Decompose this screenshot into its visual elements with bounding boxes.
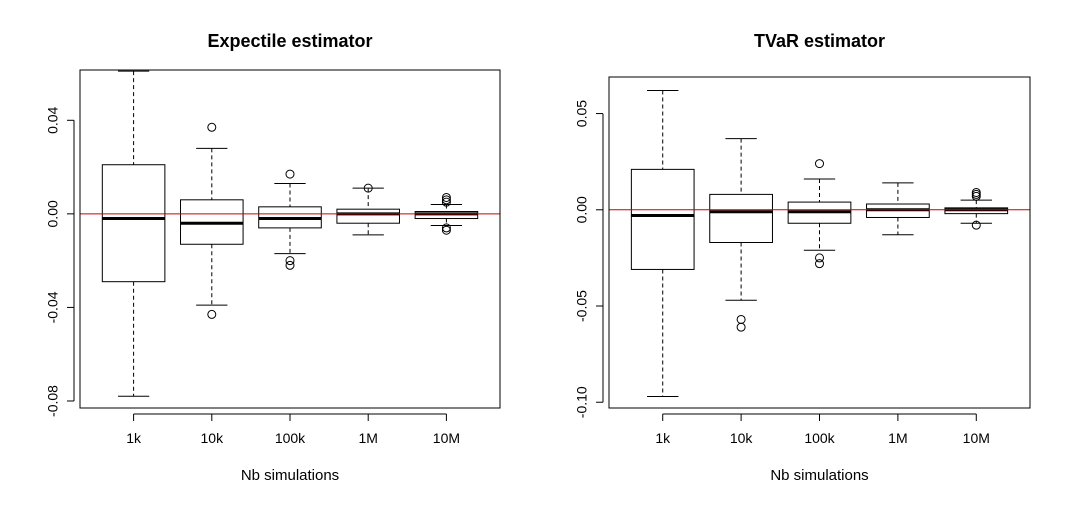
expectile-y-tick-label: 0.00 [45, 200, 61, 227]
expectile-x-tick-label: 100k [275, 430, 306, 446]
expectile-box-10k [180, 122, 244, 319]
tvar-y-tick-label: -0.05 [574, 290, 590, 322]
tvar-y-tick-label: -0.10 [574, 386, 590, 418]
outlier-point [207, 122, 217, 132]
outlier-point [441, 197, 451, 207]
tvar-box-1k [630, 89, 695, 397]
iqr-box [630, 168, 695, 270]
outlier-point [441, 223, 451, 233]
expectile-y-tick-label: 0.04 [45, 106, 61, 133]
tvar-y-tick-label: 0.05 [574, 100, 590, 127]
outlier-point [971, 187, 981, 197]
outlier-point [285, 169, 295, 179]
outlier-point [363, 183, 373, 193]
outlier-point [815, 259, 824, 269]
expectile-y-tick-label: -0.04 [45, 291, 61, 323]
tvar-x-tick-label: 10k [730, 430, 754, 446]
outlier-point [815, 253, 824, 263]
expectile-x-tick-label: 10k [201, 430, 225, 446]
iqr-box [101, 164, 166, 283]
expectile-box-1M [336, 183, 400, 236]
expectile-plot-frame [79, 69, 501, 409]
outlier-point [441, 225, 451, 235]
expectile-chart-title: Expectile estimator [207, 31, 372, 51]
tvar-box-10M [944, 187, 1009, 230]
iqr-box [709, 193, 773, 244]
expectile-box-1k [101, 70, 166, 397]
tvar-x-tick-label: 10M [963, 430, 990, 446]
expectile-x-tick-label: 10M [433, 430, 460, 446]
tvar-y-tick-label: 0.00 [574, 196, 590, 223]
tvar-box-10k [709, 138, 773, 332]
tvar-panel: TVaR estimator -0.10 -0.05 0.00 0.05 1k 10k 100… [574, 31, 1031, 484]
outlier-point [971, 189, 981, 199]
outlier-point [815, 159, 824, 169]
tvar-x-axis-label: Nb simulations [770, 467, 868, 484]
tvar-box-1M [866, 182, 930, 236]
tvar-x-tick-label: 100k [804, 430, 835, 446]
expectile-x-axis-label: Nb simulations [241, 467, 339, 484]
tvar-x-tick-label: 1k [655, 430, 671, 446]
outlier-point [441, 192, 451, 202]
outlier-point [441, 195, 451, 205]
outlier-point [285, 260, 295, 270]
expectile-x-tick-label: 1k [126, 430, 142, 446]
outlier-point [285, 256, 295, 266]
expectile-y-tick-label: -0.08 [45, 385, 61, 417]
expectile-box-100k [258, 169, 322, 270]
iqr-box [336, 208, 400, 224]
tvar-box-100k [787, 159, 852, 269]
outlier-point [971, 220, 981, 230]
expectile-panel: Expectile estimator -0.08 -0.04 0.00 0.04 1k 1… [45, 31, 501, 484]
tvar-plot-frame [608, 76, 1031, 409]
tvar-chart-title: TVaR estimator [754, 31, 885, 51]
outlier-point [207, 309, 217, 319]
tvar-x-tick-label: 1M [888, 430, 907, 446]
outlier-point [736, 314, 746, 324]
outlier-point [736, 322, 746, 332]
expectile-x-tick-label: 1M [358, 430, 377, 446]
